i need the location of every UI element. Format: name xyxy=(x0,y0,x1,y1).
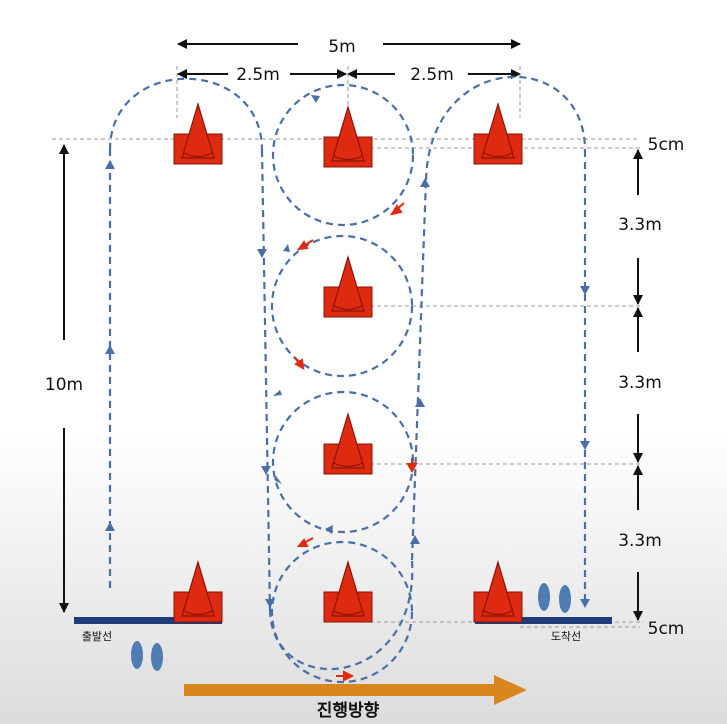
length-label: 10m xyxy=(45,375,83,395)
spacing-label-2: 3.3m xyxy=(618,373,662,393)
half-width-right-label: 2.5m xyxy=(410,65,454,85)
top-dimensions xyxy=(177,39,521,79)
traffic-cone-icon xyxy=(173,559,223,623)
arrow-right-icon xyxy=(184,675,527,705)
offset-bottom-label: 5cm xyxy=(648,619,685,639)
finish-line-label: 도착선 xyxy=(551,630,581,643)
running-path xyxy=(108,75,587,684)
path-arrows-blue xyxy=(105,95,590,608)
direction-label: 진행방향 xyxy=(317,700,380,721)
spacing-label-1: 3.3m xyxy=(618,215,662,235)
start-line-bar xyxy=(74,617,222,624)
total-width-label: 5m xyxy=(328,37,355,57)
traffic-cone-icon xyxy=(323,411,373,475)
offset-top-label: 5cm xyxy=(648,135,685,155)
traffic-cone-icon xyxy=(323,254,373,318)
traffic-cone-icon xyxy=(473,559,523,623)
finish-line-bar xyxy=(475,617,612,624)
footprint-icon xyxy=(131,641,163,671)
cones xyxy=(173,101,523,623)
traffic-cone-icon xyxy=(323,559,373,623)
spacing-label-3: 3.3m xyxy=(618,531,662,551)
half-width-left-label: 2.5m xyxy=(236,65,280,85)
traffic-cone-icon xyxy=(323,104,373,168)
path-arrows-red xyxy=(293,202,418,682)
start-line-label: 출발선 xyxy=(82,630,112,643)
horizontal-guides xyxy=(52,138,640,628)
traffic-cone-icon xyxy=(173,101,223,165)
footprint-icon xyxy=(538,583,571,613)
traffic-cone-icon xyxy=(473,101,523,165)
